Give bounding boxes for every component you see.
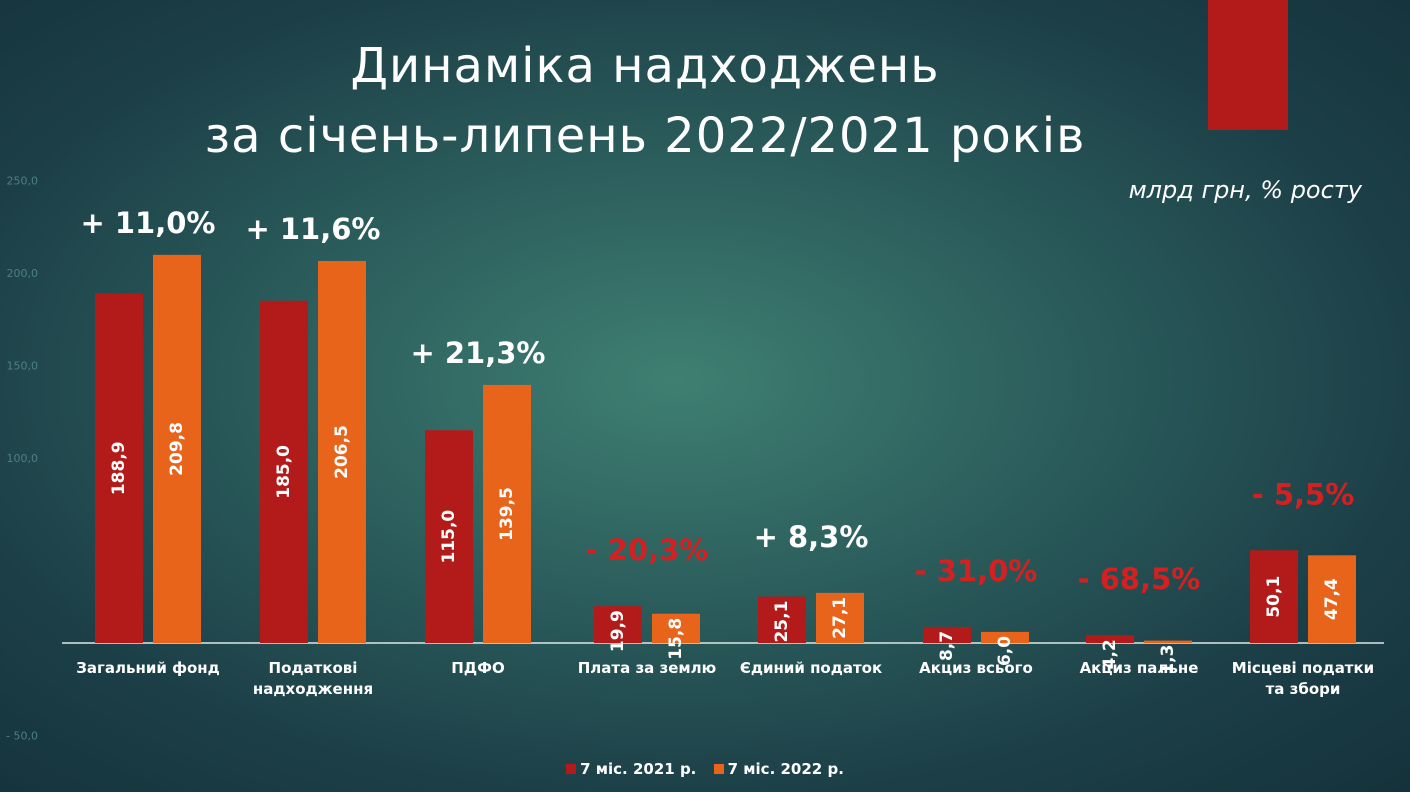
growth-label: - 5,5% <box>1252 477 1355 511</box>
bar-value-label: 8,7 <box>937 631 957 661</box>
bar-value-label: 15,8 <box>666 618 686 660</box>
bar-value-label: 50,1 <box>1264 576 1284 618</box>
bar-2022 <box>981 631 1029 643</box>
bar-2021 <box>594 606 642 643</box>
bar-value-label: 206,5 <box>332 425 352 479</box>
decorative-red-bar <box>1208 0 1288 130</box>
bar-2021 <box>425 430 473 643</box>
bar-value-label: 139,5 <box>497 487 517 541</box>
growth-label: - 68,5% <box>1078 562 1201 596</box>
category-label: надходження <box>253 680 373 698</box>
legend-label-2022: 7 міс. 2022 р. <box>727 760 844 778</box>
bar-value-label: 115,0 <box>439 510 459 564</box>
category-label: Плата за землю <box>578 659 716 677</box>
bar-2021 <box>95 293 143 643</box>
y-tick-label: - 50,0 <box>6 730 38 743</box>
bar-2022 <box>153 254 201 643</box>
legend-item-2021: 7 міс. 2021 р. <box>566 760 696 778</box>
legend-label-2021: 7 міс. 2021 р. <box>580 760 697 778</box>
bar-2021 <box>1086 635 1134 643</box>
y-tick-label: 150,0 <box>7 360 39 373</box>
growth-label: - 20,3% <box>586 533 709 567</box>
bar-2022 <box>318 260 366 643</box>
legend-swatch-2021 <box>566 764 577 774</box>
y-tick-label: 250,0 <box>7 175 39 188</box>
title-line-1: Динаміка надходжень <box>350 38 940 94</box>
bar-2022 <box>483 384 531 643</box>
bar-value-label: 25,1 <box>772 601 792 643</box>
growth-label: + 21,3% <box>410 336 545 370</box>
legend-item-2022: 7 міс. 2022 р. <box>713 760 844 778</box>
category-label: Загальний фонд <box>76 659 219 677</box>
category-label: Місцеві податки <box>1232 659 1374 677</box>
bar-value-label: 27,1 <box>830 597 850 639</box>
bar-2021 <box>260 300 308 643</box>
bar-value-label: 6,0 <box>995 636 1015 666</box>
bar-2021 <box>923 626 971 643</box>
category-label: Податкові <box>269 659 358 677</box>
growth-label: + 8,3% <box>754 520 869 554</box>
y-tick-label: 200,0 <box>7 267 39 280</box>
bar-value-label: 1,3 <box>1158 645 1178 675</box>
bar-value-label: 47,4 <box>1322 578 1342 620</box>
growth-label: - 31,0% <box>915 554 1038 588</box>
bar-value-label: 188,9 <box>109 441 129 495</box>
bar-2021 <box>758 596 806 643</box>
units-caption: млрд грн, % росту <box>1128 176 1362 204</box>
y-tick-label: 100,0 <box>7 452 39 465</box>
bar-2022 <box>816 592 864 643</box>
bar-value-label: 185,0 <box>274 445 294 499</box>
bar-2022 <box>652 613 700 643</box>
growth-label: + 11,0% <box>80 206 215 240</box>
legend: 7 міс. 2021 р. 7 міс. 2022 р. <box>0 760 1410 778</box>
bar-value-label: 209,8 <box>167 422 187 476</box>
bar-2022 <box>1308 555 1356 643</box>
category-label: ПДФО <box>451 659 505 677</box>
bar-value-label: 19,9 <box>608 610 628 652</box>
title-line-2: за січень-липень 2022/2021 років <box>204 108 1086 164</box>
bar-2021 <box>1250 550 1298 643</box>
category-label: Єдиний податок <box>740 659 882 677</box>
growth-label: + 11,6% <box>245 212 380 246</box>
bar-2022 <box>1144 640 1192 643</box>
category-label: та збори <box>1266 680 1341 698</box>
bar-value-label: 4,2 <box>1100 639 1120 669</box>
legend-swatch-2022 <box>713 764 724 774</box>
category-label: Акциз пальне <box>1080 659 1199 677</box>
category-label: Акциз всього <box>919 659 1033 677</box>
